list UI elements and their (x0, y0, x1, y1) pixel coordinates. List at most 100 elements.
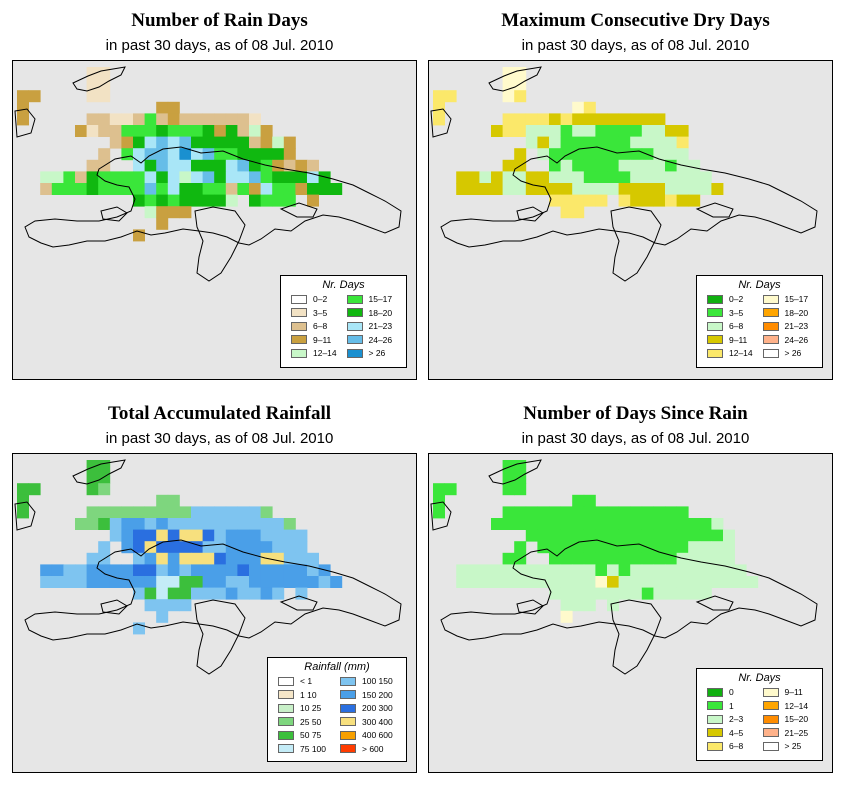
grid-cell (167, 206, 180, 219)
grid-cell (665, 171, 677, 184)
legend-item: 4–5 (707, 728, 743, 738)
grid-cell (572, 159, 585, 172)
grid-cell (109, 183, 122, 195)
grid-cell (214, 529, 227, 542)
grid-cell (479, 564, 492, 577)
legend-label: 75 100 (300, 743, 326, 754)
grid-cell (491, 564, 503, 577)
map-grid (14, 459, 402, 675)
grid-cell (179, 159, 192, 172)
grid-cell (295, 552, 308, 565)
grid-cell (502, 471, 515, 484)
grid-cell (502, 564, 515, 577)
legend-swatch (707, 294, 723, 304)
map-grid (430, 459, 818, 675)
grid-cell (86, 552, 99, 565)
legend: Nr. Days 0–2 3–5 6–8 9–11 12–14 15–17 18–20 21–… (696, 275, 823, 368)
grid-cell (86, 460, 99, 472)
grid-cell (191, 194, 203, 207)
legend-label: > 26 (784, 348, 802, 358)
grid-cell (583, 541, 596, 554)
grid-cell (525, 564, 538, 577)
grid-cell (225, 518, 238, 530)
grid-cell (711, 552, 724, 565)
legend-label: 4–5 (729, 727, 744, 738)
coastline (440, 539, 818, 641)
grid-cell (121, 183, 134, 195)
grid-cell (467, 171, 480, 184)
grid-cell (214, 113, 227, 126)
grid-cell (249, 194, 261, 207)
grid-cell (260, 136, 273, 149)
grid-cell (17, 113, 29, 126)
grid-cell (560, 576, 573, 588)
grid-cell (676, 576, 689, 588)
legend-swatch (291, 294, 307, 304)
grid-cell (618, 183, 631, 195)
grid-cell (572, 136, 585, 149)
grid-cell (237, 171, 250, 184)
coastline (440, 146, 818, 248)
grid-cell (537, 171, 550, 184)
panel-total-rainfall: Total Accumulated Rainfall in past 30 da… (12, 393, 427, 783)
grid-cell (144, 576, 157, 588)
grid-cell (307, 159, 319, 172)
grid-cell (583, 587, 596, 600)
legend-swatch (762, 741, 779, 751)
grid-cell (260, 171, 273, 184)
legend: Nr. Days 0 1 2–3 4–5 6–8 9–11 12–14 15–20 21–25 >… (696, 668, 823, 761)
grid-cell (572, 183, 585, 195)
grid-cell (330, 576, 343, 588)
legend-label: 24–26 (784, 334, 809, 345)
legend-item: 12–14 (762, 701, 808, 711)
grid-cell (525, 183, 538, 195)
grid-cell (549, 506, 561, 519)
legend-swatch (762, 321, 779, 331)
grid-cell (109, 113, 122, 126)
legend-label: < 1 (300, 676, 313, 686)
grid-cell (595, 518, 608, 530)
grid-cell (167, 125, 180, 137)
grid-cell (156, 587, 169, 600)
grid-cell (525, 125, 538, 137)
grid-cell (560, 194, 573, 207)
legend-item: 200 300 (340, 703, 393, 713)
grid-cell (144, 194, 157, 207)
coastline (488, 459, 542, 485)
grid-cell (225, 194, 238, 207)
grid-cell (595, 125, 608, 137)
grid-cell (260, 125, 273, 137)
grid-cell (479, 183, 492, 195)
grid-cell (549, 183, 561, 195)
grid-cell (133, 506, 145, 519)
grid-cell (307, 183, 319, 195)
grid-cell (283, 183, 296, 195)
legend-label: 2–3 (729, 714, 744, 724)
grid-cell (607, 113, 619, 126)
grid-cell (86, 483, 99, 496)
legend-swatch (707, 728, 723, 737)
legend-item: 15–17 (346, 294, 392, 304)
map-grid (14, 66, 402, 282)
legend-item: 6–8 (291, 321, 327, 331)
grid-cell (560, 159, 573, 172)
grid-cell (688, 587, 701, 600)
grid-cell (272, 194, 285, 207)
grid-cell (144, 552, 157, 565)
grid-cell (618, 506, 631, 519)
grid-cell (746, 576, 759, 588)
grid-cell (75, 518, 87, 530)
grid-cell (537, 541, 550, 554)
grid-cell (86, 506, 99, 519)
grid-cell (249, 564, 261, 577)
grid-cell (249, 171, 261, 184)
legend-item: 6–8 (707, 321, 743, 331)
grid-cell (711, 564, 724, 577)
grid-cell (133, 125, 145, 137)
grid-cell (502, 171, 515, 184)
grid-cell (191, 576, 203, 588)
legend-item: 21–23 (346, 321, 392, 331)
grid-cell (191, 587, 203, 600)
grid-cell (307, 194, 319, 207)
panel-title: Number of Rain Days (131, 10, 308, 31)
